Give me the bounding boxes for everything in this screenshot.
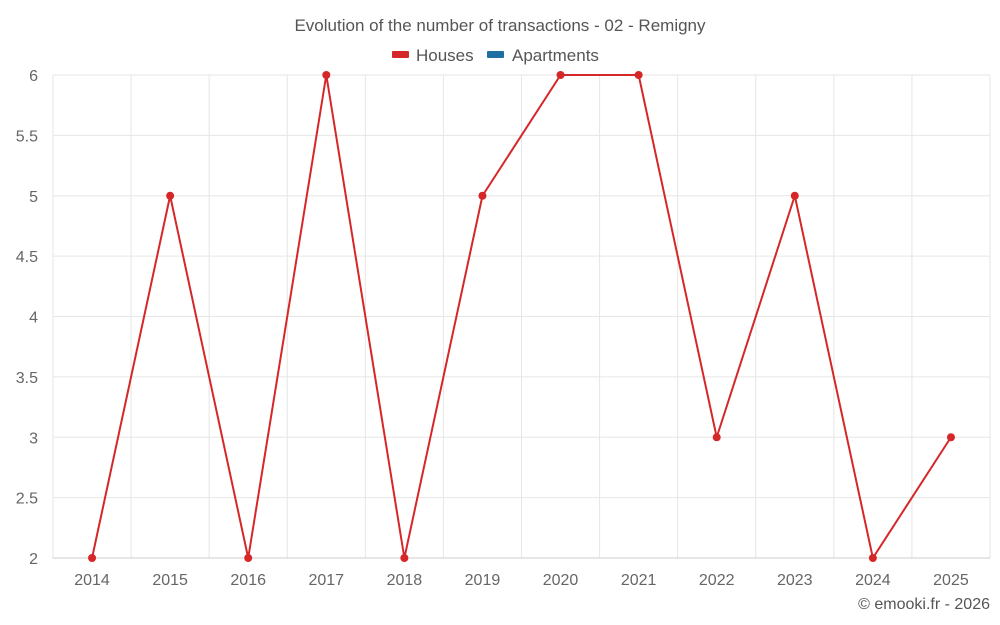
- houses-point-2016[interactable]: [244, 554, 253, 562]
- x-tick-label: 2018: [387, 572, 423, 589]
- houses-point-2021[interactable]: [634, 71, 643, 79]
- legend: Houses Apartments: [392, 46, 599, 65]
- houses-point-2023[interactable]: [790, 191, 799, 200]
- legend-item-houses[interactable]: Houses: [392, 46, 474, 65]
- x-tick-label: 2017: [308, 572, 344, 589]
- x-tick-label: 2025: [933, 572, 969, 589]
- y-tick-label: 5: [29, 189, 38, 206]
- x-tick-label: 2024: [855, 572, 891, 589]
- y-tick-label: 2.5: [16, 491, 38, 508]
- x-tick-label: 2016: [230, 572, 266, 589]
- y-tick-label: 4: [29, 310, 38, 327]
- legend-item-apartments[interactable]: Apartments: [487, 46, 599, 65]
- x-tick-label: 2014: [74, 572, 110, 589]
- x-tick-label: 2022: [699, 572, 735, 589]
- houses-point-2018[interactable]: [400, 554, 409, 562]
- houses-line: [91, 74, 952, 559]
- houses-point-2020[interactable]: [556, 71, 565, 79]
- x-tick-label: 2019: [465, 572, 501, 589]
- x-tick-label: 2015: [152, 572, 188, 589]
- x-axis-tick-labels: 2014 2015 2016 2017 2018 2019 2020 2021 2022 2023…: [74, 572, 969, 589]
- legend-label-apartments: Apartments: [512, 46, 599, 65]
- houses-point-2025[interactable]: [946, 433, 955, 442]
- houses-point-2019[interactable]: [478, 191, 487, 200]
- y-tick-label: 2: [29, 551, 38, 568]
- legend-swatch-apartments: [487, 51, 504, 58]
- y-tick-label: 5.5: [16, 128, 38, 145]
- houses-point-2022[interactable]: [712, 433, 721, 442]
- houses-point-2014[interactable]: [88, 554, 97, 562]
- houses-point-2017[interactable]: [322, 71, 331, 79]
- x-tick-label: 2023: [777, 572, 813, 589]
- x-tick-label: 2020: [543, 572, 579, 589]
- legend-label-houses: Houses: [416, 46, 474, 65]
- legend-swatch-houses: [392, 51, 409, 58]
- chart-title: Evolution of the number of transactions …: [294, 16, 706, 35]
- series-houses: [88, 71, 955, 562]
- credit-text: © emooki.fr - 2026: [858, 596, 990, 613]
- y-tick-label: 4.5: [16, 249, 38, 266]
- y-tick-label: 3.5: [16, 370, 38, 387]
- x-tick-label: 2021: [621, 572, 657, 589]
- y-tick-label: 6: [29, 68, 38, 85]
- houses-point-2024[interactable]: [868, 554, 877, 562]
- houses-point-2015[interactable]: [166, 191, 175, 200]
- y-tick-label: 3: [29, 430, 38, 447]
- y-axis-tick-labels: 2 2.5 3 3.5 4 4.5 5 5.5 6: [16, 68, 38, 568]
